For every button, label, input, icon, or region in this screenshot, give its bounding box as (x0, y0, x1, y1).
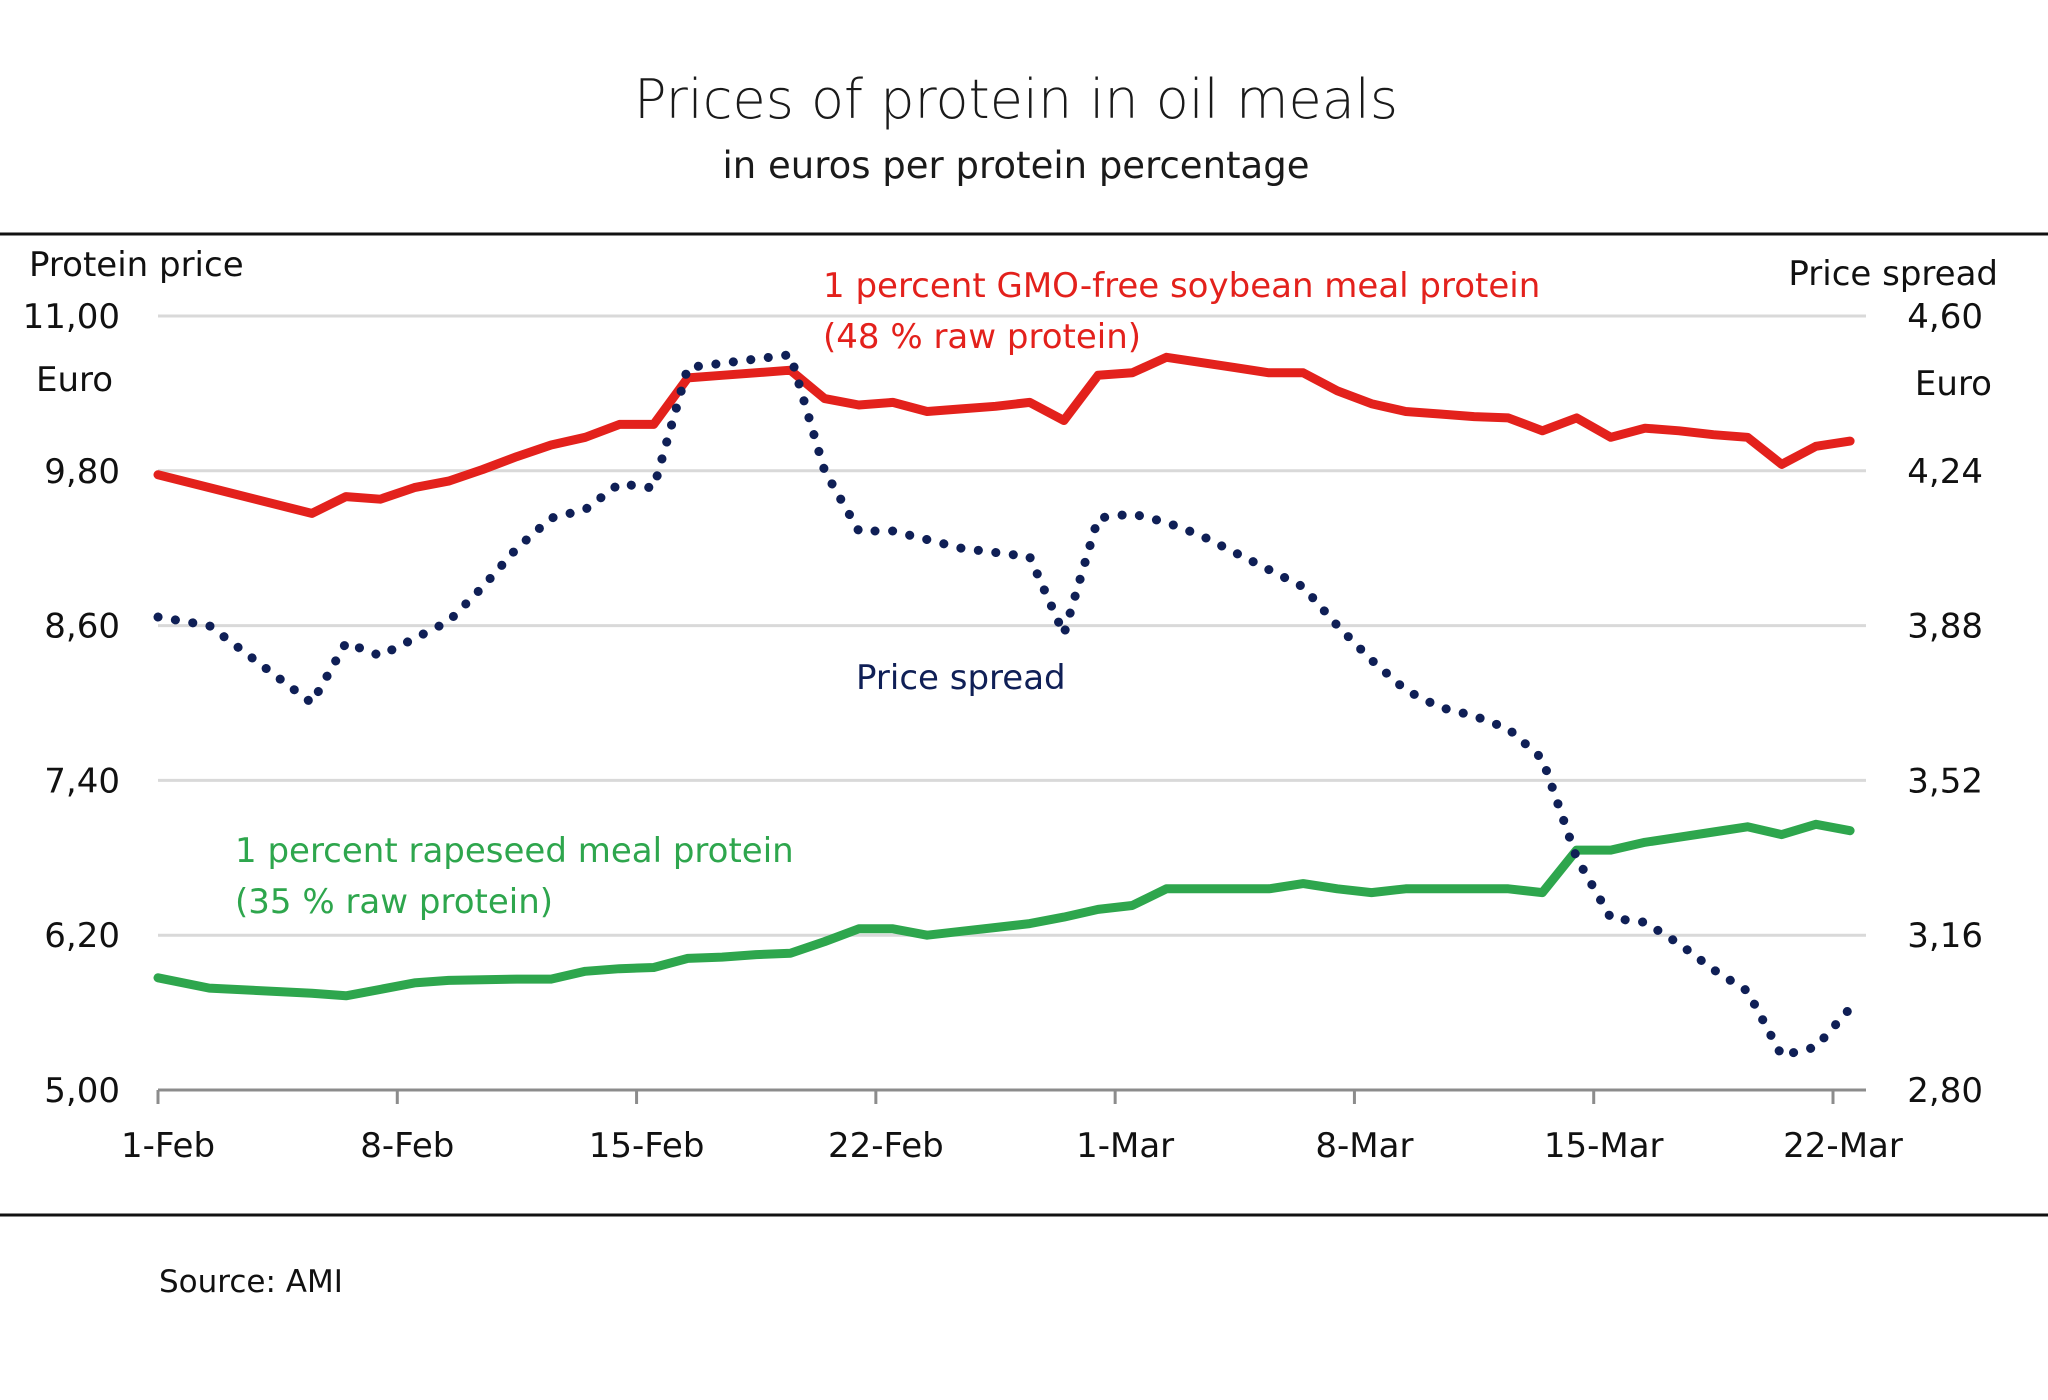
rapeseed-series-line (153, 819, 1855, 1001)
right-axis-unit: Euro (1915, 364, 1992, 404)
soybean-series-label-line2: (48 % raw protein) (823, 317, 1141, 357)
x-tick-label: 1-Mar (1076, 1126, 1174, 1166)
x-tick-label: 15-Mar (1544, 1126, 1664, 1166)
right-axis-ticks: 4,60 4,24 3,88 3,52 3,16 2,80 (1907, 297, 1983, 1111)
soybean-series-line (153, 352, 1855, 518)
chart-subtitle: in euros per protein percentage (723, 144, 1310, 187)
series-lines (153, 350, 1855, 1061)
left-tick-label: 9,80 (44, 452, 120, 492)
rapeseed-series-label-line1: 1 percent rapeseed meal protein (235, 831, 794, 871)
left-tick-label: 6,20 (44, 916, 120, 956)
right-tick-label: 3,16 (1907, 916, 1983, 956)
right-tick-label: 4,24 (1907, 452, 1983, 492)
spread-series-label: Price spread (856, 658, 1066, 698)
x-tick-label: 15-Feb (589, 1126, 705, 1166)
price-spread-series-line (153, 350, 1855, 1061)
left-tick-label: 7,40 (44, 761, 120, 801)
right-tick-label: 2,80 (1907, 1071, 1983, 1111)
right-tick-label: 3,52 (1907, 761, 1983, 801)
gridlines (158, 314, 1866, 937)
x-tick-label: 22-Feb (828, 1126, 944, 1166)
soybean-series-label-line1: 1 percent GMO-free soybean meal protein (823, 266, 1540, 306)
x-axis: 1-Feb 8-Feb 15-Feb 22-Feb 1-Mar 8-Mar 15-Mar 22… (121, 1088, 1903, 1166)
left-axis-ticks: 11,00 9,80 8,60 7,40 6,20 5,00 (23, 297, 120, 1111)
chart-title: Prices of protein in oil meals (634, 68, 1398, 131)
right-axis-title: Price spread (1788, 254, 1998, 294)
x-tick-label: 1-Feb (121, 1126, 215, 1166)
source-note: Source: AMI (159, 1264, 343, 1300)
x-tick-label: 8-Mar (1315, 1126, 1413, 1166)
left-tick-label: 8,60 (44, 607, 120, 647)
rapeseed-series-label-line2: (35 % raw protein) (235, 882, 553, 922)
x-tick-label: 22-Mar (1783, 1126, 1903, 1166)
right-tick-label: 4,60 (1907, 297, 1983, 337)
right-tick-label: 3,88 (1907, 607, 1983, 647)
left-tick-label: 5,00 (44, 1071, 120, 1111)
x-tick-label: 8-Feb (360, 1126, 454, 1166)
left-axis-title: Protein price (29, 245, 244, 285)
left-axis-unit: Euro (36, 360, 113, 400)
left-tick-label: 11,00 (23, 297, 120, 337)
